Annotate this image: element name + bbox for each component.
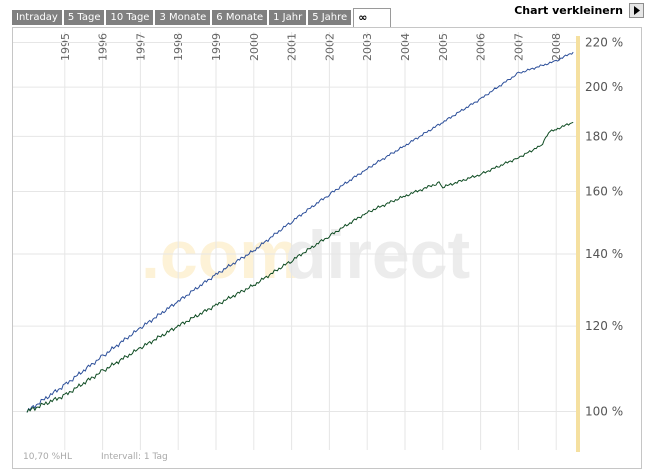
x-tick-label: 2003 (361, 33, 374, 61)
tab-4[interactable]: 6 Monate (212, 10, 268, 25)
watermark-com: .com (141, 217, 300, 293)
y-tick-label: 100 % (585, 405, 623, 419)
x-tick-label: 1997 (134, 33, 147, 61)
chart-area[interactable]: .com direct 1995 1996 1997 1998 1999 2000 2001 20… (12, 27, 642, 469)
tab-2[interactable]: 10 Tage (106, 10, 154, 25)
x-tick-label: 2006 (475, 33, 488, 61)
y-tick-label: 140 % (585, 247, 623, 261)
x-tick-label: 2004 (399, 33, 412, 61)
x-tick-label: 2008 (550, 33, 563, 61)
y-tick-label: 120 % (585, 319, 623, 333)
x-tick-label: 2001 (286, 33, 299, 61)
shrink-chart-label[interactable]: Chart verkleinern (514, 4, 623, 17)
tab-3[interactable]: 3 Monate (155, 10, 211, 25)
timeframe-tabs: Intraday 5 Tage 10 Tage 3 Monate 6 Monate 1 J… (12, 8, 393, 27)
y-tick-label: 200 % (585, 80, 623, 94)
series-line-1 (26, 51, 574, 413)
y-tick-label: 220 % (585, 36, 623, 50)
tab-7[interactable]: ∞ (353, 8, 392, 27)
x-tick-label: 1996 (97, 33, 110, 61)
y-tick-label: 160 % (585, 185, 623, 199)
y-tick-label: 180 % (585, 129, 623, 143)
series-line-2 (26, 121, 574, 413)
x-tick-label: 2002 (323, 33, 336, 61)
tab-0[interactable]: Intraday (12, 10, 62, 25)
tab-1[interactable]: 5 Tage (63, 10, 105, 25)
x-tick-label: 2000 (248, 33, 261, 61)
x-tick-label: 2007 (512, 33, 525, 61)
x-tick-label: 1998 (172, 33, 185, 61)
x-tick-label: 1999 (210, 33, 223, 61)
x-tick-label: 1995 (59, 33, 72, 61)
watermark-direct: direct (285, 217, 470, 293)
tab-5[interactable]: 1 Jahr (269, 10, 307, 25)
shrink-chart-button[interactable] (629, 3, 644, 18)
shrink-chart-control[interactable]: Chart verkleinern (514, 3, 644, 18)
tab-6[interactable]: 5 Jahre (308, 10, 352, 25)
interval-info: Intervall: 1 Tag (101, 452, 168, 462)
cursor-line (576, 36, 580, 452)
x-tick-label: 2005 (437, 33, 450, 61)
scale-info: 10,70 %HL (23, 452, 72, 462)
play-arrow-icon (634, 6, 640, 15)
